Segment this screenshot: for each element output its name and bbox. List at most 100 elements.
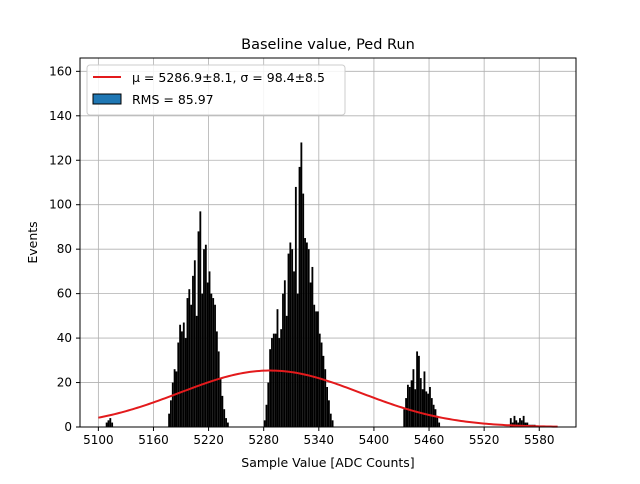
y-axis: 0 20 40 60 80 100 120 140 160 [49, 64, 80, 434]
histogram-bar [302, 193, 305, 427]
histogram-bar [406, 384, 409, 427]
histogram-bar [181, 331, 183, 427]
legend-label-rms: RMS = 85.97 [132, 92, 214, 107]
histogram-bar [272, 333, 275, 427]
histogram-bar [414, 389, 417, 427]
x-axis: 5100 5160 5220 5280 5340 5400 5460 5520 5580 [83, 427, 555, 447]
histogram-bar [331, 420, 334, 427]
histogram-bar [309, 282, 312, 427]
y-tick-label: 160 [49, 64, 72, 78]
x-tick-label: 5220 [193, 433, 224, 447]
histogram-bar [283, 280, 286, 427]
histogram-bar [430, 398, 433, 427]
histogram-bar [408, 386, 411, 427]
histogram-bar [313, 304, 316, 427]
histogram-bar [274, 333, 277, 427]
y-tick-label: 140 [49, 109, 72, 123]
x-tick-label: 5400 [359, 433, 390, 447]
histogram-bar [171, 382, 174, 427]
histogram-bar [173, 369, 176, 427]
histogram-bar [322, 355, 325, 427]
histogram-bar [219, 378, 222, 427]
histogram-bar [526, 422, 529, 427]
histogram-bar [416, 351, 419, 427]
legend-box [86, 64, 346, 116]
y-tick-label: 120 [49, 153, 72, 167]
histogram-bar [315, 311, 317, 427]
histogram-bar [179, 324, 182, 427]
histogram-bar [208, 271, 211, 427]
histogram-bar [223, 409, 226, 427]
histogram-bar [192, 275, 194, 427]
histogram-bar [287, 253, 290, 427]
histogram-bar [515, 420, 518, 427]
y-tick-label: 40 [57, 331, 72, 345]
y-axis-label: Events [25, 221, 40, 263]
histogram-bar [195, 315, 198, 427]
histogram-bar [293, 271, 295, 427]
histogram-bar [320, 342, 323, 427]
histogram-bar [269, 349, 272, 427]
histogram-bar [316, 311, 319, 427]
histogram-bar [182, 322, 185, 427]
histogram-bar [405, 398, 407, 427]
histogram-bar [412, 369, 415, 427]
histogram-bar [294, 186, 297, 427]
histogram-bar [289, 242, 292, 427]
histogram-bar [212, 298, 215, 427]
histogram-bar [429, 386, 431, 427]
histogram-bar [206, 282, 209, 427]
histogram-bar [111, 422, 114, 427]
x-tick-label: 5160 [138, 433, 169, 447]
histogram-bar [307, 249, 310, 427]
histogram-bar [210, 293, 213, 427]
histogram-bar [105, 422, 108, 427]
histogram-bar [326, 386, 328, 427]
histogram-bar [425, 391, 428, 427]
x-tick-label: 5520 [469, 433, 500, 447]
x-tick-label: 5340 [304, 433, 335, 447]
histogram-bar [184, 338, 187, 427]
histogram-bar [291, 249, 294, 427]
histogram-bar [329, 413, 332, 427]
histogram-bar [522, 415, 525, 427]
histogram-bar [418, 355, 420, 427]
histogram-bar [403, 409, 406, 427]
histogram-bar [170, 400, 172, 427]
legend: μ = 5286.9±8.1, σ = 98.4±8.5 RMS = 85.97 [86, 64, 346, 116]
histogram-bar [197, 231, 200, 427]
histogram-bar [436, 415, 439, 427]
histogram-bar [204, 244, 207, 427]
histogram-bar [519, 418, 521, 427]
histogram-bar [423, 371, 426, 427]
histogram-bar [304, 238, 306, 427]
histogram-bar [419, 378, 422, 427]
histogram-bar [221, 395, 224, 427]
histogram-bar [217, 351, 220, 427]
histogram-bar [267, 382, 270, 427]
x-tick-label: 5460 [414, 433, 445, 447]
histogram-bar [214, 304, 216, 427]
histogram-bar [201, 293, 204, 427]
histogram-bar [109, 418, 112, 427]
histogram-bar [421, 389, 424, 427]
histogram-bar [265, 404, 268, 427]
histogram-bar [276, 309, 279, 427]
histogram-bar [410, 380, 413, 427]
histogram-bar [513, 415, 516, 427]
histogram-bar [318, 333, 321, 427]
histogram-bar [438, 422, 441, 427]
axes-frame [79, 57, 577, 428]
histogram-bar [186, 298, 189, 427]
histogram-bar [193, 260, 196, 427]
y-tick-label: 20 [57, 376, 72, 390]
histogram-bar [168, 413, 171, 427]
histogram-bar [524, 422, 527, 427]
histogram-bar [271, 338, 273, 427]
histogram-bar [305, 242, 308, 427]
plot-area [80, 58, 576, 427]
histogram-bar [298, 166, 301, 427]
histogram-bar [300, 142, 303, 427]
